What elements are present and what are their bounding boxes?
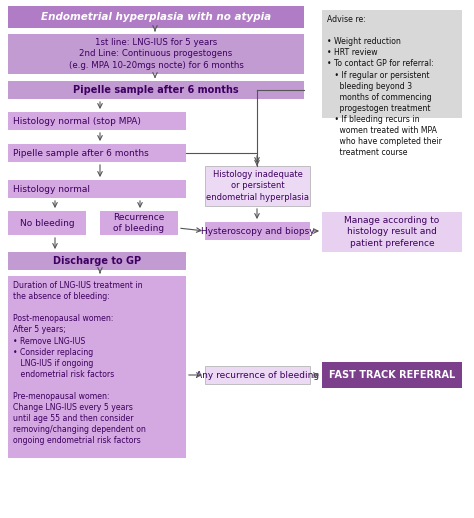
- FancyBboxPatch shape: [100, 211, 178, 235]
- FancyBboxPatch shape: [8, 211, 86, 235]
- Text: 1st line: LNG-IUS for 5 years
2nd Line: Continuous progestogens
(e.g. MPA 10-20m: 1st line: LNG-IUS for 5 years 2nd Line: …: [69, 38, 244, 69]
- FancyBboxPatch shape: [322, 212, 462, 252]
- FancyBboxPatch shape: [205, 366, 310, 384]
- Text: Hysteroscopy and biopsy: Hysteroscopy and biopsy: [201, 226, 314, 236]
- Text: Advise re:

• Weight reduction
• HRT review
• To contact GP for referral:
   • I: Advise re: • Weight reduction • HRT revi…: [327, 15, 442, 157]
- Text: Pipelle sample after 6 months: Pipelle sample after 6 months: [13, 149, 149, 157]
- Text: Endometrial hyperplasia with no atypia: Endometrial hyperplasia with no atypia: [41, 12, 271, 22]
- FancyBboxPatch shape: [8, 34, 304, 74]
- FancyBboxPatch shape: [8, 276, 186, 458]
- Text: Histology normal (stop MPA): Histology normal (stop MPA): [13, 117, 141, 125]
- FancyBboxPatch shape: [322, 10, 462, 118]
- Text: Any recurrence of bleeding: Any recurrence of bleeding: [196, 370, 319, 380]
- FancyBboxPatch shape: [205, 166, 310, 206]
- FancyBboxPatch shape: [205, 222, 310, 240]
- Text: Pipelle sample after 6 months: Pipelle sample after 6 months: [73, 85, 239, 95]
- Text: Histology inadequate
or persistent
endometrial hyperplasia: Histology inadequate or persistent endom…: [206, 170, 309, 202]
- Text: FAST TRACK REFERRAL: FAST TRACK REFERRAL: [329, 370, 455, 380]
- Text: Recurrence
of bleeding: Recurrence of bleeding: [113, 213, 164, 233]
- Text: Duration of LNG-IUS treatment in
the absence of bleeding:

Post-menopausal women: Duration of LNG-IUS treatment in the abs…: [13, 281, 146, 445]
- FancyBboxPatch shape: [8, 81, 304, 99]
- FancyBboxPatch shape: [8, 112, 186, 130]
- FancyBboxPatch shape: [8, 180, 186, 198]
- Text: Discharge to GP: Discharge to GP: [53, 256, 141, 266]
- FancyBboxPatch shape: [8, 252, 186, 270]
- FancyBboxPatch shape: [8, 144, 186, 162]
- FancyBboxPatch shape: [322, 362, 462, 388]
- Text: Manage according to
histology result and
patient preference: Manage according to histology result and…: [345, 217, 439, 248]
- Text: Histology normal: Histology normal: [13, 184, 90, 194]
- FancyBboxPatch shape: [8, 6, 304, 28]
- Text: No bleeding: No bleeding: [20, 219, 74, 227]
